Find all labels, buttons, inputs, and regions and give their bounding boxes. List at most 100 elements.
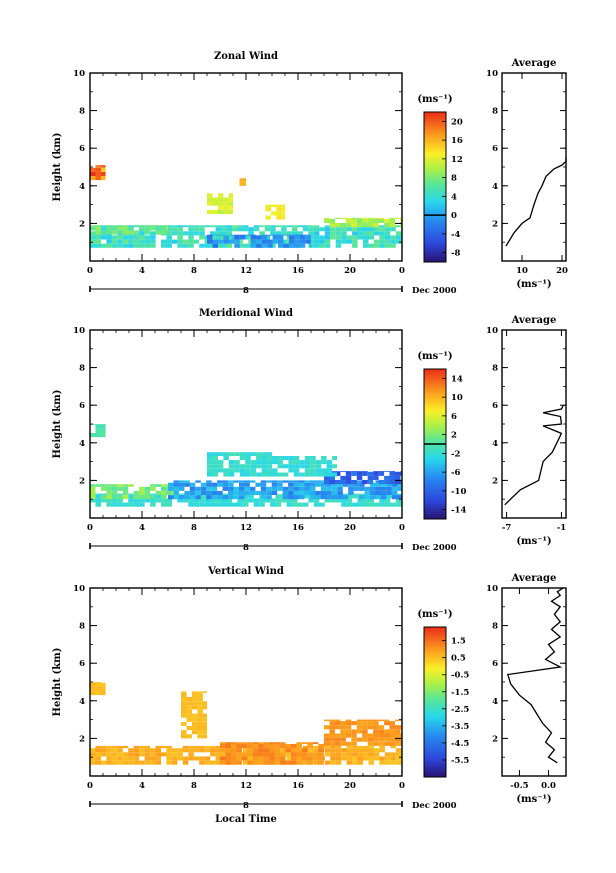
panel1-heatmap-cell — [117, 225, 123, 227]
panel2-heatmap-cell — [400, 471, 402, 472]
panel2-heatmap-cell — [335, 498, 342, 503]
panel1-heatmap-cell — [346, 227, 353, 232]
panel1-heatmap-cell — [362, 223, 368, 228]
panel1-colorbar-segment — [424, 234, 446, 238]
panel3-heatmap-cell — [258, 760, 264, 765]
panel2-heatmap-cell — [331, 495, 338, 500]
panel3-average-y-tick-label: 8 — [492, 622, 498, 632]
panel3-heatmap-cell — [215, 748, 222, 753]
panel1-heatmap-cell — [384, 218, 390, 223]
panel3-heatmap-cell — [384, 760, 391, 765]
panel3-heatmap-cell — [186, 734, 192, 739]
panel1-heatmap-cell — [261, 243, 268, 248]
panel3-heatmap-cell — [230, 744, 237, 749]
panel2-heatmap-cell — [173, 486, 179, 491]
panel2-heatmap-cell — [222, 482, 229, 487]
panel2-heatmap-cell — [400, 480, 402, 485]
panel3-heatmap-cell — [389, 725, 395, 730]
panel3-heatmap-cell — [191, 717, 198, 722]
panel3-heatmap-cell — [373, 737, 379, 742]
panel2-heatmap-cell — [302, 494, 309, 499]
panel3-heatmap-cell — [248, 756, 254, 761]
panel3-heatmap-cell — [367, 721, 374, 726]
panel2-heatmap-cell — [334, 471, 341, 476]
panel1-heatmap-cell — [367, 223, 374, 228]
panel3-heatmap-cell — [373, 733, 379, 738]
panel3-heatmap-cell — [340, 725, 346, 730]
panel2-heatmap-cell — [293, 472, 300, 477]
panel3-heatmap-cell — [379, 748, 385, 753]
panel1-colorbar-segment — [424, 227, 446, 230]
panel2-colorbar-segment — [424, 439, 446, 442]
panel2-date-label: Dec 2000 — [412, 543, 457, 553]
panel2-heatmap-cell — [293, 464, 300, 469]
panel2-heatmap-cell — [189, 490, 196, 495]
panel2-heatmap-cell — [255, 482, 261, 487]
panel2-heatmap-cell — [259, 498, 265, 503]
panel1-heatmap-cell — [217, 201, 224, 206]
panel1-heatmap-cell — [272, 239, 278, 244]
panel3-heatmap-cell — [225, 760, 231, 765]
panel2-heatmap-cell — [250, 464, 257, 469]
panel3-heatmap-cell — [133, 760, 140, 765]
panel1-heatmap-cell — [106, 225, 112, 227]
panel2-heatmap-cell — [364, 490, 371, 495]
panel3-heatmap-cell — [384, 756, 391, 761]
panel2-heatmap-cell — [373, 471, 379, 476]
panel1-heatmap-cell — [182, 243, 189, 248]
panel2-heatmap-cell — [228, 486, 234, 491]
panel1-heatmap-cell — [90, 239, 96, 244]
panel1-heatmap-cell — [363, 231, 369, 236]
panel2-heatmap-cell — [282, 490, 289, 495]
panel1-heatmap-cell — [384, 227, 391, 232]
panel3-heatmap-cell — [150, 748, 156, 753]
panel3-heatmap-cell — [291, 748, 297, 753]
panel1-heatmap-cell — [302, 227, 309, 232]
panel1-heatmap-cell — [139, 231, 145, 236]
panel3-colorbar-segment — [424, 667, 446, 670]
panel2-heatmap-cell — [357, 502, 363, 507]
panel1-average-y-tick-label: 8 — [492, 107, 498, 117]
panel3-heatmap-cell — [362, 719, 368, 722]
panel2-colorbar-segment — [424, 476, 446, 480]
panel3-heatmap-cell — [301, 752, 308, 757]
panel3-heatmap-cell — [362, 737, 368, 742]
panel1-colorbar-segment — [424, 229, 446, 233]
panel2-heatmap-cell — [397, 486, 402, 491]
panel1-heatmap-cell — [212, 201, 218, 206]
panel3-heatmap-cell — [341, 752, 347, 757]
panel3-heatmap-cell — [368, 756, 374, 761]
panel1-heatmap-cell — [310, 243, 312, 248]
panel3-heatmap-cell — [323, 742, 325, 745]
panel1-heatmap-cell — [368, 243, 374, 248]
panel2-heatmap-cell — [266, 480, 272, 483]
panel3-heatmap-cell — [139, 752, 145, 757]
panel2-heatmap-cell — [155, 484, 161, 487]
panel1-heatmap-cell — [150, 235, 156, 240]
panel1-heatmap-cell — [133, 225, 140, 227]
panel2-heatmap-cell — [277, 460, 283, 465]
panel3-heatmap-cell — [191, 701, 198, 706]
panel1-heatmap-cell — [232, 225, 238, 228]
panel3-heatmap-cell — [225, 744, 231, 749]
panel3-colorbar-tick-label: -2.5 — [451, 705, 469, 715]
panel2-heatmap-cell — [310, 480, 316, 483]
panel3-heatmap-cell — [269, 760, 275, 765]
panel2-heatmap-cell — [331, 482, 338, 487]
panel2-heatmap-cell — [348, 486, 354, 491]
panel1-heatmap-cell — [207, 234, 213, 236]
panel1-colorbar-tick-label: 0 — [451, 211, 457, 221]
panel2-heatmap-cell — [253, 498, 260, 503]
panel1-x-tick-label: 12 — [240, 266, 252, 276]
panel1-title: Zonal Wind — [214, 51, 278, 62]
panel3-colorbar-segment — [424, 717, 446, 720]
panel2-heatmap-cell — [210, 502, 216, 507]
panel3-heatmap-cell — [90, 760, 96, 765]
panel1-heatmap-cell — [90, 171, 96, 176]
panel3-heatmap-cell — [346, 756, 353, 761]
panel1-heatmap-cell — [259, 225, 265, 228]
panel2-heatmap-cell — [324, 498, 331, 503]
panel1-heatmap-cell — [390, 227, 396, 232]
panel2-heatmap-cell — [282, 456, 289, 461]
panel2-heatmap-cell — [380, 486, 387, 491]
